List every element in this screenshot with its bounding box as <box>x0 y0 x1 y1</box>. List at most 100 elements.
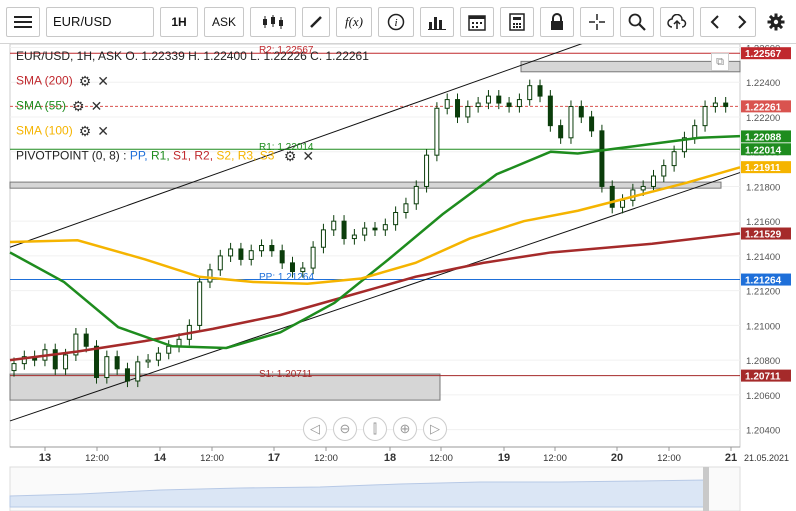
chevron-left-icon[interactable]: ◁ <box>303 417 327 441</box>
candle-body <box>310 246 316 269</box>
time-date-label: 21.05.2021 <box>744 453 789 463</box>
lock-icon[interactable] <box>540 6 574 37</box>
time-tick-label: 12:00 <box>657 453 681 464</box>
candle-body <box>145 359 151 363</box>
legend-pivot-s2: S2, <box>216 148 235 163</box>
level-r1-label: R1: 1.22014 <box>259 142 314 153</box>
popout-icon[interactable]: ⧉ <box>711 53 729 71</box>
candle-body <box>558 125 564 139</box>
candle-body <box>362 227 368 236</box>
price-badge <box>741 273 791 286</box>
candle-body <box>723 102 729 108</box>
candle-body <box>259 245 265 252</box>
toolbar: EUR/USD 1H ASK f(x) i <box>0 0 796 44</box>
function-fx-icon[interactable]: f(x) <box>336 6 372 37</box>
candle-body <box>372 227 378 231</box>
candle-body <box>547 95 553 127</box>
candle-body <box>424 154 430 187</box>
price-tick-label: 1.22400 <box>746 78 780 89</box>
candlestick-icon[interactable] <box>250 6 296 37</box>
legend-pivot-r3: R3, <box>237 148 257 163</box>
candle-body <box>104 356 110 379</box>
candle-body <box>331 220 337 231</box>
gear-icon[interactable]: ⚙ <box>72 98 85 114</box>
candle-body <box>444 99 450 109</box>
price-type-button[interactable]: ASK <box>204 6 244 37</box>
close-icon[interactable]: ✕ <box>97 73 109 89</box>
gear-icon[interactable]: ⚙ <box>78 123 92 139</box>
price-badge <box>741 130 791 143</box>
time-tick-label: 21 <box>725 452 737 464</box>
zoom-out-icon[interactable]: ⊖ <box>333 417 357 441</box>
info-icon[interactable]: i <box>378 6 414 37</box>
legend-sma200-label: SMA (200) <box>16 73 73 88</box>
candle-body <box>393 211 399 226</box>
candle-body <box>135 361 141 382</box>
chart-header-ohlc: EUR/USD, 1H, ASK O. 1.22339 H. 1.22400 L… <box>16 49 369 63</box>
candle-body <box>166 345 172 354</box>
candle-body <box>465 106 471 118</box>
fit-icon[interactable]: ⫿ <box>363 417 387 441</box>
price-tick-label: 1.20800 <box>746 356 780 367</box>
candle-body <box>83 333 89 347</box>
chevron-right-icon[interactable]: ▷ <box>423 417 447 441</box>
resistance-zone <box>520 60 741 73</box>
candle-body <box>248 250 254 260</box>
candle-body <box>496 95 502 104</box>
bar-chart-icon[interactable] <box>420 6 454 37</box>
gear-icon[interactable]: ⚙ <box>78 73 92 89</box>
cloud-upload-icon[interactable] <box>660 6 694 37</box>
candle-body <box>114 356 120 370</box>
hamburger-menu-icon[interactable] <box>6 6 40 37</box>
price-tick-label: 1.20600 <box>746 391 780 402</box>
sma55-line <box>9 134 741 350</box>
navigation-buttons <box>700 6 756 37</box>
navigator-handle <box>703 467 709 511</box>
price-badge-label: 1.22088 <box>745 132 782 143</box>
timeframe-button[interactable]: 1H <box>160 6 198 37</box>
legend-pivot-r1: R1, <box>150 148 170 163</box>
close-icon[interactable]: ✕ <box>302 148 315 164</box>
time-tick-label: 12:00 <box>429 453 453 464</box>
calendar-icon[interactable] <box>460 6 494 37</box>
close-icon[interactable]: ✕ <box>90 98 103 114</box>
demand-zone <box>9 373 441 401</box>
candle-body <box>516 99 522 108</box>
candle-body <box>620 199 626 208</box>
time-tick-label: 12:00 <box>314 453 338 464</box>
legend-pivot-label: PIVOTPOINT (0, 8) <box>16 148 120 163</box>
candle-body <box>589 116 595 132</box>
candle-body <box>681 137 687 153</box>
candle-body <box>609 185 615 208</box>
chevron-right-icon[interactable] <box>737 14 747 30</box>
zoom-icon[interactable] <box>620 6 654 37</box>
calculator-icon[interactable] <box>500 6 534 37</box>
legend-pivot: PIVOTPOINT (0, 8) : PP, R1, S1, R2, S2, … <box>16 148 314 165</box>
candle-body <box>238 248 244 260</box>
symbol-input[interactable]: EUR/USD <box>46 6 154 37</box>
zoom-in-icon[interactable]: ⊕ <box>393 417 417 441</box>
channel-lower-line <box>9 172 741 422</box>
chevron-left-icon[interactable] <box>710 14 720 30</box>
channel-upper-line <box>9 44 583 248</box>
gear-icon[interactable]: ⚙ <box>283 148 297 164</box>
candle-body <box>599 130 605 187</box>
candle-body <box>341 220 347 240</box>
legend-pivot-s3: S3 <box>259 148 275 163</box>
candle-body <box>568 106 574 139</box>
candle-body <box>413 185 419 205</box>
price-chart[interactable]: 1.226001.224001.222001.220001.218001.216… <box>0 44 796 511</box>
time-tick-label: 13 <box>39 452 51 464</box>
pencil-icon[interactable] <box>302 6 330 37</box>
candle-body <box>661 165 667 177</box>
crosshair-icon[interactable] <box>580 6 614 37</box>
candle-body <box>434 107 440 156</box>
gear-icon[interactable] <box>762 7 790 37</box>
close-icon[interactable]: ✕ <box>97 123 109 139</box>
time-tick-label: 12:00 <box>85 453 109 464</box>
candle-body <box>712 102 718 108</box>
price-tick-label: 1.21400 <box>746 252 780 263</box>
price-badge-label: 1.22014 <box>745 145 782 156</box>
candle-body <box>475 102 481 108</box>
legend-sma200: SMA (200) ⚙ ✕ <box>16 73 109 90</box>
